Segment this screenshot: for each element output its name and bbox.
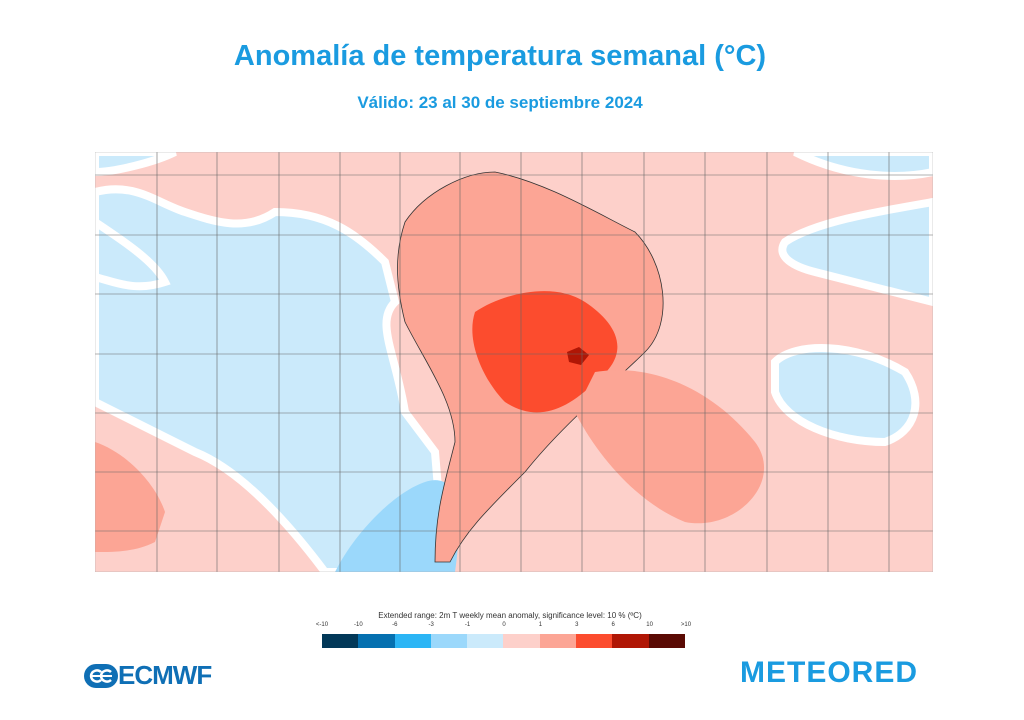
colorbar-tick: 3 [575,622,579,628]
colorbar-swatch [539,634,577,648]
strong-positive-anomaly [472,291,618,413]
lat-lon-grid [95,152,933,572]
strong-negative-anomaly-areas [335,480,459,572]
temperature-anomaly-map [95,152,933,572]
colorbar-swatch [430,634,468,648]
colorbar-swatch [394,634,431,648]
page-subtitle: Válido: 23 al 30 de septiembre 2024 [357,93,643,112]
ecmwf-logo: ECMWF [84,660,212,691]
colorbar-tick: -10 [354,622,363,628]
colorbar-tick: -1 [464,622,471,628]
colorbar-swatch [322,634,359,648]
meteored-logo: METEORED [740,656,919,689]
colorbar [322,634,685,648]
page-title: Anomalía de temperatura semanal (°C) [233,40,767,72]
colorbar-swatch [648,634,685,648]
colorbar-ticks: <-10 -10 -6 -3 -1 0 1 3 6 10 >10 [316,622,691,632]
ecmwf-logo-text: ECMWF [118,660,212,690]
colorbar-title: Extended range: 2m T weekly mean anomaly… [378,611,642,620]
colorbar-tick: 10 [646,622,653,628]
colorbar-swatch [576,634,613,648]
colorbar-swatch [467,634,504,648]
positive-anomaly-southwest [95,442,165,552]
colorbar-swatch [358,634,395,648]
colorbar-tick: <-10 [315,622,329,628]
colorbar-tick: 1 [538,622,543,628]
colorbar-swatch [612,634,649,648]
negative-anomaly-areas [95,152,933,572]
positive-anomaly-plume [575,370,765,524]
colorbar-tick: >10 [680,622,692,628]
colorbar-swatch [503,634,540,648]
colorbar-tick: 6 [611,622,615,628]
colorbar-tick: 0 [502,622,506,628]
colorbar-tick: -6 [392,622,398,628]
very-strong-positive-anomaly [567,347,589,365]
ecmwf-logo-icon [84,663,118,688]
colorbar-tick: -3 [428,622,434,628]
